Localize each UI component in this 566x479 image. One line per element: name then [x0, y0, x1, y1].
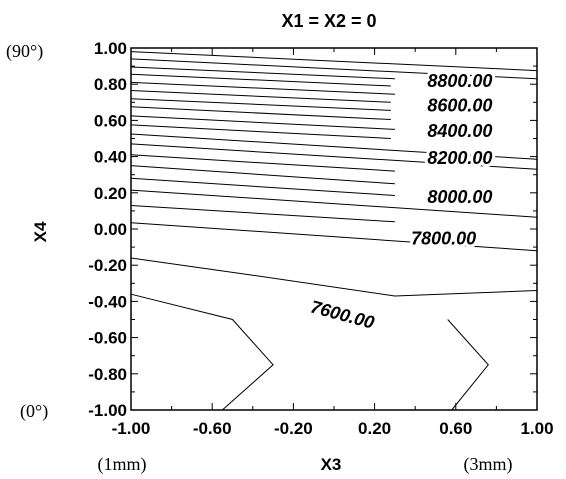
contour-line — [130, 124, 391, 139]
contour-line — [130, 222, 538, 252]
contour-line — [130, 51, 538, 72]
y-tick-label: -0.60 — [88, 329, 127, 348]
contour-label: 7800.00 — [411, 229, 476, 249]
y-tick-label: 0.80 — [94, 75, 127, 94]
x-tick-label: -1.00 — [112, 419, 151, 438]
contour-line — [130, 293, 274, 411]
y-tick-label: -0.80 — [88, 365, 127, 384]
contour-line — [130, 189, 538, 218]
x-left-annotation: (1mm) — [98, 454, 147, 475]
contour-line — [130, 81, 395, 95]
contour-line — [130, 143, 538, 170]
x-axis-ticks: -1.00 -0.60 -0.20 0.20 0.60 1.00 — [112, 48, 554, 438]
contour-line — [130, 133, 538, 160]
contour-line — [130, 257, 538, 297]
contour-line — [130, 106, 391, 120]
contour-line — [130, 177, 395, 196]
y-tick-label: 0.40 — [94, 148, 127, 167]
contour-labels: 8800.00 8600.00 8400.00 8200.00 8000.00 7800.… — [305, 68, 495, 336]
contour-line — [130, 90, 391, 103]
contour-line — [130, 58, 538, 80]
contour-line — [130, 154, 395, 172]
contour-label: 8600.00 — [427, 96, 492, 116]
x-tick-label: 0.20 — [358, 419, 391, 438]
contour-line — [130, 165, 395, 185]
x-tick-label: -0.60 — [193, 419, 232, 438]
contour-label: 7600.00 — [308, 297, 376, 333]
y-tick-label: 1.00 — [94, 39, 127, 58]
y-tick-label: -1.00 — [88, 401, 127, 420]
x-tick-label: 1.00 — [520, 419, 553, 438]
contour-lines — [130, 51, 538, 411]
y-tick-label: -0.40 — [88, 292, 127, 311]
contour-line — [130, 115, 395, 130]
x-axis-label: X3 — [321, 455, 342, 474]
contour-line — [447, 319, 489, 411]
chart-title: X1 = X2 = 0 — [281, 11, 376, 31]
contour-line — [130, 66, 395, 80]
y-axis-label: X4 — [31, 221, 50, 242]
y-tick-label: 0.20 — [94, 184, 127, 203]
y-tick-label: 0.60 — [94, 111, 127, 130]
contour-line — [130, 73, 391, 87]
x-right-annotation: (3mm) — [464, 454, 513, 475]
contour-line — [130, 98, 391, 111]
contour-label: 8200.00 — [427, 148, 492, 168]
y-tick-label: -0.20 — [88, 256, 127, 275]
x-tick-label: -0.20 — [274, 419, 313, 438]
contour-line — [130, 205, 395, 223]
contour-label: 8400.00 — [427, 121, 492, 141]
contour-label: 8000.00 — [427, 187, 492, 207]
x-tick-label: 0.60 — [439, 419, 472, 438]
y-bottom-annotation: (0°) — [20, 401, 48, 422]
contour-label: 8800.00 — [427, 71, 492, 91]
y-axis-ticks: 1.00 0.80 0.60 0.40 0.20 0.00 -0.20 -0.40 -0.60 -… — [88, 39, 537, 420]
y-tick-label: 0.00 — [94, 220, 127, 239]
y-top-annotation: (90°) — [6, 41, 43, 62]
